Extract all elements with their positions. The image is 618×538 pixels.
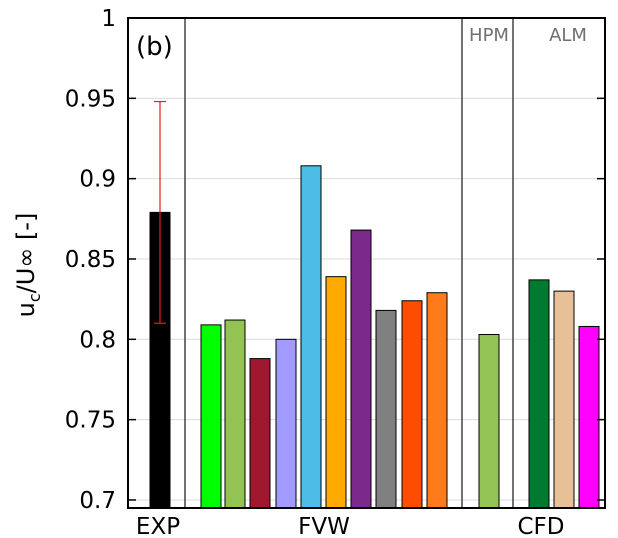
bar xyxy=(350,229,372,509)
bar xyxy=(528,279,550,509)
plot-frame xyxy=(127,17,606,509)
y-tick-label: 0.95 xyxy=(65,86,116,112)
bar xyxy=(578,325,600,509)
y-tick-label: 0.9 xyxy=(79,167,116,193)
bar xyxy=(401,300,423,509)
bar xyxy=(300,165,322,509)
y-axis-label-base: u xyxy=(12,302,40,317)
y-tick-label: 0.85 xyxy=(65,247,116,273)
group-label: EXP xyxy=(136,514,180,538)
bar xyxy=(275,338,297,509)
y-tick-label: 1 xyxy=(101,6,116,32)
y-tick-label: 0.7 xyxy=(79,488,116,514)
group-label: CFD xyxy=(518,514,565,538)
y-axis-label-subscript: c xyxy=(25,293,44,302)
bar xyxy=(426,292,448,509)
bar xyxy=(325,276,347,509)
y-axis-label-rest: /U∞ [-] xyxy=(12,213,40,294)
bar xyxy=(478,333,500,509)
bar xyxy=(200,324,222,509)
y-axis: 0.7 0.75 0.8 0.85 0.9 0.95 1 xyxy=(65,6,605,514)
panel-label: (b) xyxy=(136,32,173,62)
bar xyxy=(224,319,246,509)
y-axis-label: uc/U∞ [-] xyxy=(12,213,44,318)
section-dividers xyxy=(184,18,514,508)
bar xyxy=(249,358,271,509)
bar-series xyxy=(149,100,600,509)
group-label: FVW xyxy=(298,514,350,538)
section-label: HPM xyxy=(469,25,509,46)
y-tick-label: 0.75 xyxy=(65,408,116,434)
bar xyxy=(553,290,575,509)
y-tick-label: 0.8 xyxy=(79,327,116,353)
section-label: ALM xyxy=(549,25,587,46)
group-labels: EXP FVW CFD HPM ALM xyxy=(136,25,587,538)
bar xyxy=(375,309,397,509)
